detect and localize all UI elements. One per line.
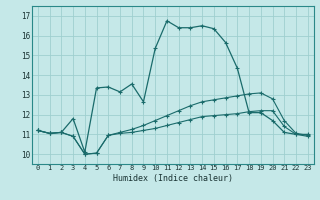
X-axis label: Humidex (Indice chaleur): Humidex (Indice chaleur) — [113, 174, 233, 183]
